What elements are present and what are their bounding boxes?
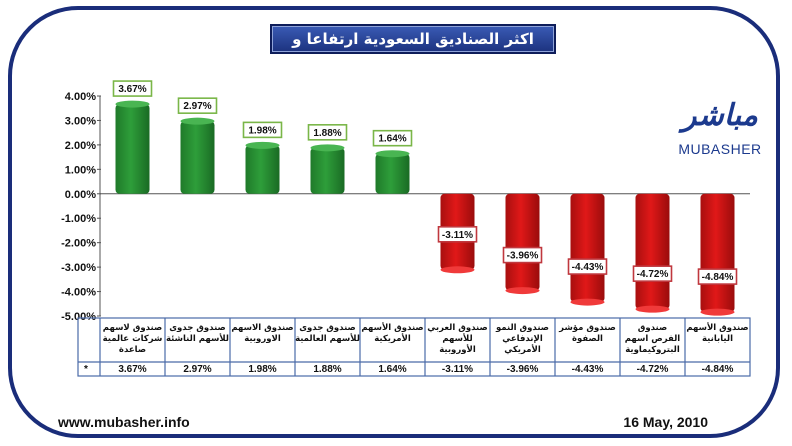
table-value: 3.67%	[118, 364, 146, 375]
data-label: -3.96%	[507, 251, 539, 262]
category-label: صندوق الاسهم الاوروبية	[231, 323, 293, 344]
bar-cap	[180, 117, 215, 125]
y-tick-label: 1.00%	[65, 164, 96, 176]
data-label-box	[567, 258, 608, 275]
category-label: صندوق مؤشر الصفوة	[558, 323, 616, 344]
bar-cap	[375, 150, 410, 158]
data-label-box	[502, 246, 543, 264]
y-tick-label: -5.00%	[61, 311, 96, 323]
bar-cap	[635, 305, 670, 313]
bar	[570, 193, 605, 303]
bar	[245, 145, 280, 194]
legend-marker: *	[84, 364, 88, 375]
y-tick-label: 2.00%	[65, 140, 96, 152]
category-label: صندوق جدوى للأسهم الناشئة	[166, 323, 229, 344]
category-label: صندوق جدوى للأسهم العالمية	[295, 323, 360, 344]
bar	[310, 147, 345, 194]
data-label: 3.67%	[118, 84, 146, 95]
table-value: -4.43%	[572, 364, 604, 375]
chart-title: اكثر الصناديق السعودية ارتفاعا و تراجعا	[270, 24, 556, 74]
category-label: صندوق العربي للأسهم الأوروبية	[427, 323, 487, 355]
bar	[505, 193, 540, 291]
data-label-box	[697, 268, 738, 285]
logo-arabic-text: مباشر	[682, 98, 758, 133]
bar-cap	[440, 266, 475, 274]
category-label: صندوق الأسهم الأمريكية	[361, 322, 423, 344]
category-label: صندوق النمو الإندفاعي الأمريكي	[495, 323, 549, 355]
table-value: -4.84%	[702, 364, 734, 375]
data-label: -3.11%	[442, 230, 473, 241]
bar-cap	[505, 287, 540, 295]
bar	[180, 121, 215, 194]
bar	[700, 193, 735, 313]
category-label: صندوق الفرص اسهم البتروكيماوية	[625, 323, 681, 355]
table-value: 1.98%	[248, 364, 276, 375]
mubasher-logo: مباشر MUBASHER	[675, 98, 765, 168]
data-label-box	[112, 80, 153, 97]
table-value: -3.11%	[442, 364, 473, 375]
y-tick-label: -3.00%	[61, 262, 96, 274]
table-value: 1.64%	[378, 364, 406, 375]
data-label: 2.97%	[183, 101, 211, 112]
logo-english-text: MUBASHER	[678, 141, 762, 157]
table-value: 1.88%	[313, 364, 341, 375]
bar	[375, 153, 410, 194]
data-label: 1.64%	[378, 134, 406, 145]
bar-cap	[700, 308, 735, 316]
y-tick-label: -1.00%	[61, 213, 96, 225]
y-tick-label: 0.00%	[65, 189, 96, 201]
data-label: 1.88%	[313, 128, 341, 139]
bar-cap	[245, 141, 280, 149]
data-label-box	[632, 265, 673, 282]
data-label: -4.72%	[637, 269, 669, 280]
bar-cap	[310, 144, 345, 152]
y-tick-label: 4.00%	[65, 91, 96, 103]
data-label-box	[437, 226, 478, 243]
data-label-box	[307, 124, 348, 141]
data-label: -4.43%	[572, 262, 604, 273]
table-value: -4.72%	[637, 364, 669, 375]
table-value: -3.96%	[507, 364, 539, 375]
bar	[635, 193, 670, 310]
data-table-border	[77, 317, 751, 377]
data-label: -4.84%	[702, 272, 734, 283]
data-label: 1.98%	[248, 125, 276, 136]
category-label: صندوق الأسهم اليابانية	[686, 322, 748, 344]
bar-cap	[570, 298, 605, 306]
category-label: صندوق لاسهم شركات عالمية صاعدة	[103, 323, 163, 355]
data-label-box	[177, 97, 218, 114]
bar-cap	[115, 100, 150, 108]
y-tick-label: -2.00%	[61, 238, 96, 250]
data-label-box	[372, 129, 413, 147]
table-value: 2.97%	[183, 364, 211, 375]
bar	[115, 104, 150, 194]
footer-url: www.mubasher.info	[58, 414, 190, 430]
data-label-box	[242, 121, 283, 139]
y-tick-label: -4.00%	[61, 287, 96, 299]
y-tick-label: 3.00%	[65, 115, 96, 127]
footer-date: 16 May, 2010	[623, 414, 708, 430]
